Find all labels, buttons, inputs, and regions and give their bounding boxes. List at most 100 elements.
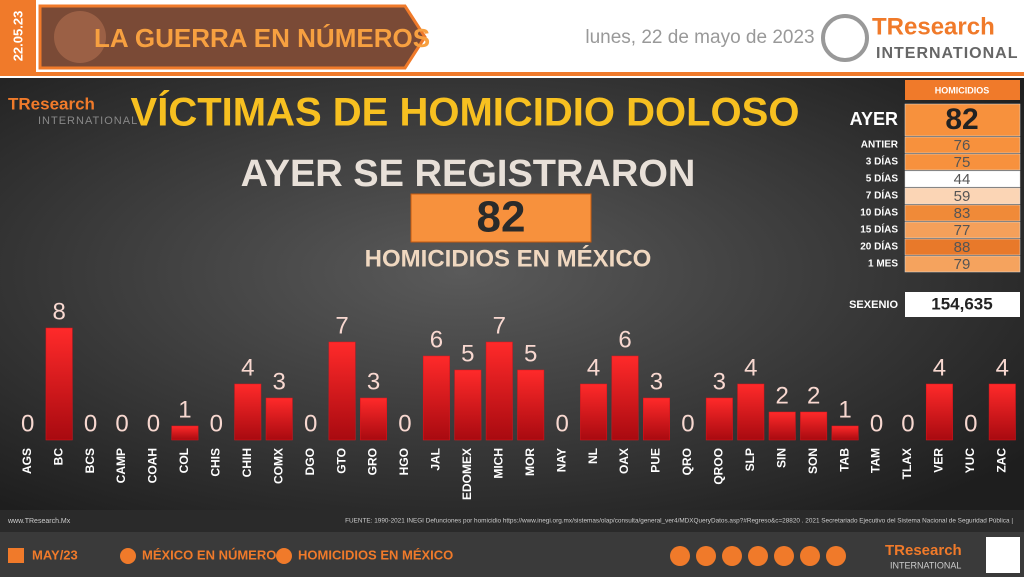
x-tick-label: YUC <box>963 448 977 474</box>
bar <box>422 355 450 441</box>
table-label: 15 DÍAS <box>860 223 898 236</box>
value-label: 0 <box>901 410 914 437</box>
x-tick-label: SON <box>806 448 820 474</box>
value-label: 4 <box>241 354 254 381</box>
table-cell <box>904 153 1021 171</box>
x-tick-label: TLAX <box>900 448 914 479</box>
table-label: 7 DÍAS <box>866 189 899 202</box>
value-label: 4 <box>933 354 946 381</box>
x-tick-label: PUE <box>649 448 663 473</box>
table-value: 88 <box>954 239 971 256</box>
x-tick-label: EDOMEX <box>460 448 474 500</box>
footer-site: www.TResearch.Mx <box>7 518 71 525</box>
footer-month[interactable]: MAY/23 <box>32 547 78 562</box>
bar <box>517 369 545 441</box>
value-label: 7 <box>493 312 506 339</box>
bar <box>737 383 765 441</box>
value-label: 4 <box>587 354 600 381</box>
date: lunes, 22 de mayo de 2023 <box>585 27 814 48</box>
x-tick-label: NL <box>586 448 600 464</box>
x-tick-label: GTO <box>334 448 348 474</box>
chart-subtitle: AYER SE REGISTRARON <box>241 153 696 195</box>
panel-logo: TResearch <box>8 94 95 113</box>
value-label: 1 <box>178 396 191 423</box>
value-label: 3 <box>273 368 286 395</box>
sexenio-cell <box>905 292 1020 317</box>
linkedin-icon[interactable] <box>800 546 820 566</box>
bar <box>171 425 199 441</box>
value-label: 0 <box>21 410 34 437</box>
footer-source: FUENTE: 1990-2021 INEGI Defunciones por … <box>345 518 1013 525</box>
value-label: 2 <box>807 382 820 409</box>
table-label: 10 DÍAS <box>860 206 898 219</box>
youtube-icon[interactable] <box>826 546 846 566</box>
value-label: 4 <box>996 354 1009 381</box>
table-label: 5 DÍAS <box>866 172 899 185</box>
twitter-icon[interactable] <box>748 546 768 566</box>
table-value: 59 <box>954 188 971 205</box>
sexenio-value: 154,635 <box>931 294 992 313</box>
x-tick-label: TAM <box>869 448 883 473</box>
value-label: 0 <box>115 410 128 437</box>
footer-link[interactable]: MÉXICO EN NÚMEROS <box>142 547 285 562</box>
table-cell <box>904 221 1021 239</box>
value-label: 2 <box>776 382 789 409</box>
x-tick-label: BC <box>51 448 65 466</box>
table-header-bg <box>905 80 1020 100</box>
x-tick-label: BCS <box>83 448 97 473</box>
x-tick-label: OAX <box>617 448 631 474</box>
bar <box>768 411 796 441</box>
value-label: 1 <box>838 396 851 423</box>
table-value: 44 <box>954 171 971 188</box>
value-label: 0 <box>147 410 160 437</box>
x-tick-label: CAMP <box>114 448 128 483</box>
x-tick-label: SIN <box>774 448 788 468</box>
logo-ring <box>821 14 869 62</box>
table-label: 1 MES <box>868 259 898 270</box>
banner <box>38 4 427 70</box>
x-tick-label: COMX <box>271 448 285 484</box>
value-label: 7 <box>335 312 348 339</box>
date-strip <box>0 0 36 72</box>
x-tick-label: QRO <box>680 448 694 475</box>
sexenio-label: SEXENIO <box>849 299 898 311</box>
value-label: 0 <box>964 410 977 437</box>
total-box <box>410 193 592 243</box>
bar <box>265 397 293 441</box>
table-value: 76 <box>954 137 971 154</box>
x-tick-label: VER <box>932 448 946 473</box>
footer-link[interactable]: HOMICIDIOS EN MÉXICO <box>298 547 453 562</box>
logo-sub: INTERNATIONAL <box>876 45 1018 62</box>
facebook-icon[interactable] <box>774 546 794 566</box>
mail-icon[interactable] <box>722 546 742 566</box>
table-label: ANTIER <box>861 140 899 151</box>
value-label: 0 <box>398 410 411 437</box>
bar <box>454 369 482 441</box>
bar <box>611 355 639 441</box>
footer-logo: TResearch <box>885 542 962 559</box>
chart-title: VÍCTIMAS DE HOMICIDIO DOLOSO <box>131 90 800 135</box>
x-tick-label: TAB <box>837 448 851 472</box>
bar <box>328 341 356 441</box>
bar <box>800 411 828 441</box>
bar-chart: 0 AGS 8 BC 0 BCS 0 CAMP 0 COAH 1 COL 0 CHIS 4 CHIH 3 COMX… <box>20 298 1016 500</box>
value-label: 3 <box>367 368 380 395</box>
value-label: 6 <box>618 326 631 353</box>
table-value: 75 <box>954 154 971 171</box>
date-code: 22.05.23 <box>10 11 25 62</box>
bar <box>643 397 670 441</box>
table-value: 83 <box>954 205 971 222</box>
value-label: 0 <box>870 410 883 437</box>
calendar-icon <box>8 548 24 563</box>
value-label: 0 <box>681 410 694 437</box>
table-label: AYER <box>850 109 898 129</box>
summary-table: HOMICIDIOS AYER 82 ANTIER 76 3 DÍAS 75 5 DÍAS 44… <box>849 80 1021 317</box>
total-caption: HOMICIDIOS EN MÉXICO <box>365 244 652 272</box>
web-icon[interactable] <box>670 546 690 566</box>
table-cell <box>904 103 1021 137</box>
banner-title: LA GUERRA EN NÚMEROS <box>94 23 430 53</box>
total-value: 82 <box>477 193 526 242</box>
x-tick-label: COAH <box>146 448 160 483</box>
phone-icon[interactable] <box>696 546 716 566</box>
